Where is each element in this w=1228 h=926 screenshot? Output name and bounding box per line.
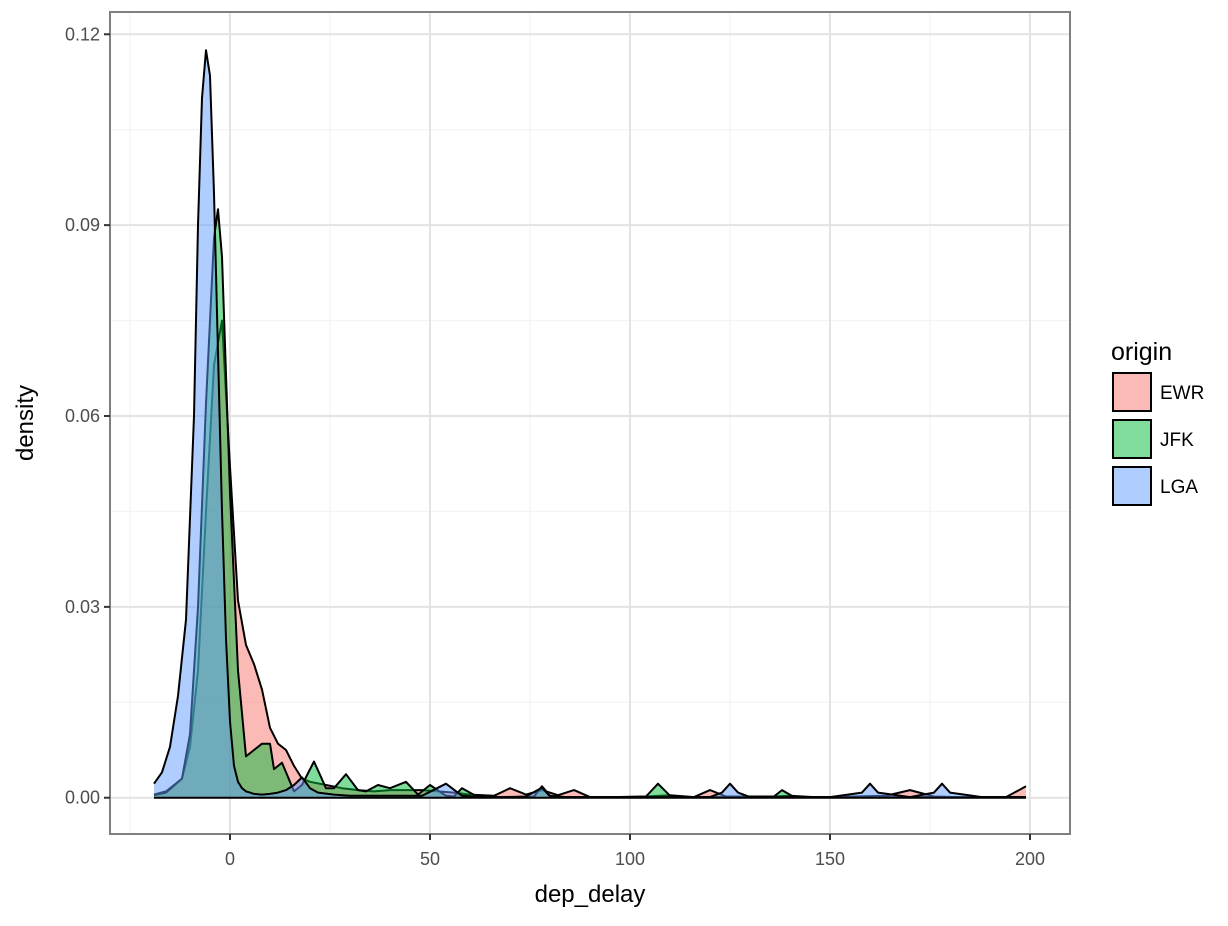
legend-label-ewr: EWR [1160, 383, 1204, 404]
y-axis-title: density [12, 385, 39, 461]
y-tick-label: 0.09 [65, 215, 100, 235]
y-tick-label: 0.03 [65, 597, 100, 617]
series-layer [153, 49, 1027, 799]
panel-border [109, 11, 1071, 835]
y-tick-label: 0.00 [65, 788, 100, 808]
legend-swatch-jfk [1112, 419, 1152, 459]
panel-background [110, 12, 1070, 834]
x-tick-label: 0 [225, 849, 235, 869]
legend-swatch-lga [1112, 466, 1152, 506]
x-tick-label: 150 [815, 849, 845, 869]
legend-title: origin [1111, 338, 1172, 366]
density-area-jfk [154, 209, 1026, 798]
legend-swatch-ewr [1112, 372, 1152, 412]
legend: origin EWR JFK LGA [1111, 338, 1204, 506]
legend-label-jfk: JFK [1160, 430, 1194, 451]
x-tick-label: 200 [1015, 849, 1045, 869]
x-tick-label: 50 [420, 849, 440, 869]
y-tick-label: 0.12 [65, 24, 100, 44]
tick-layer: 0 50 100 150 200 0.00 0.03 0.06 0.09 0.12 [65, 24, 1045, 869]
x-axis-title: dep_delay [535, 881, 646, 908]
grid-layer [110, 12, 1070, 834]
y-tick-label: 0.06 [65, 406, 100, 426]
legend-label-lga: LGA [1160, 477, 1198, 498]
x-tick-label: 100 [615, 849, 645, 869]
